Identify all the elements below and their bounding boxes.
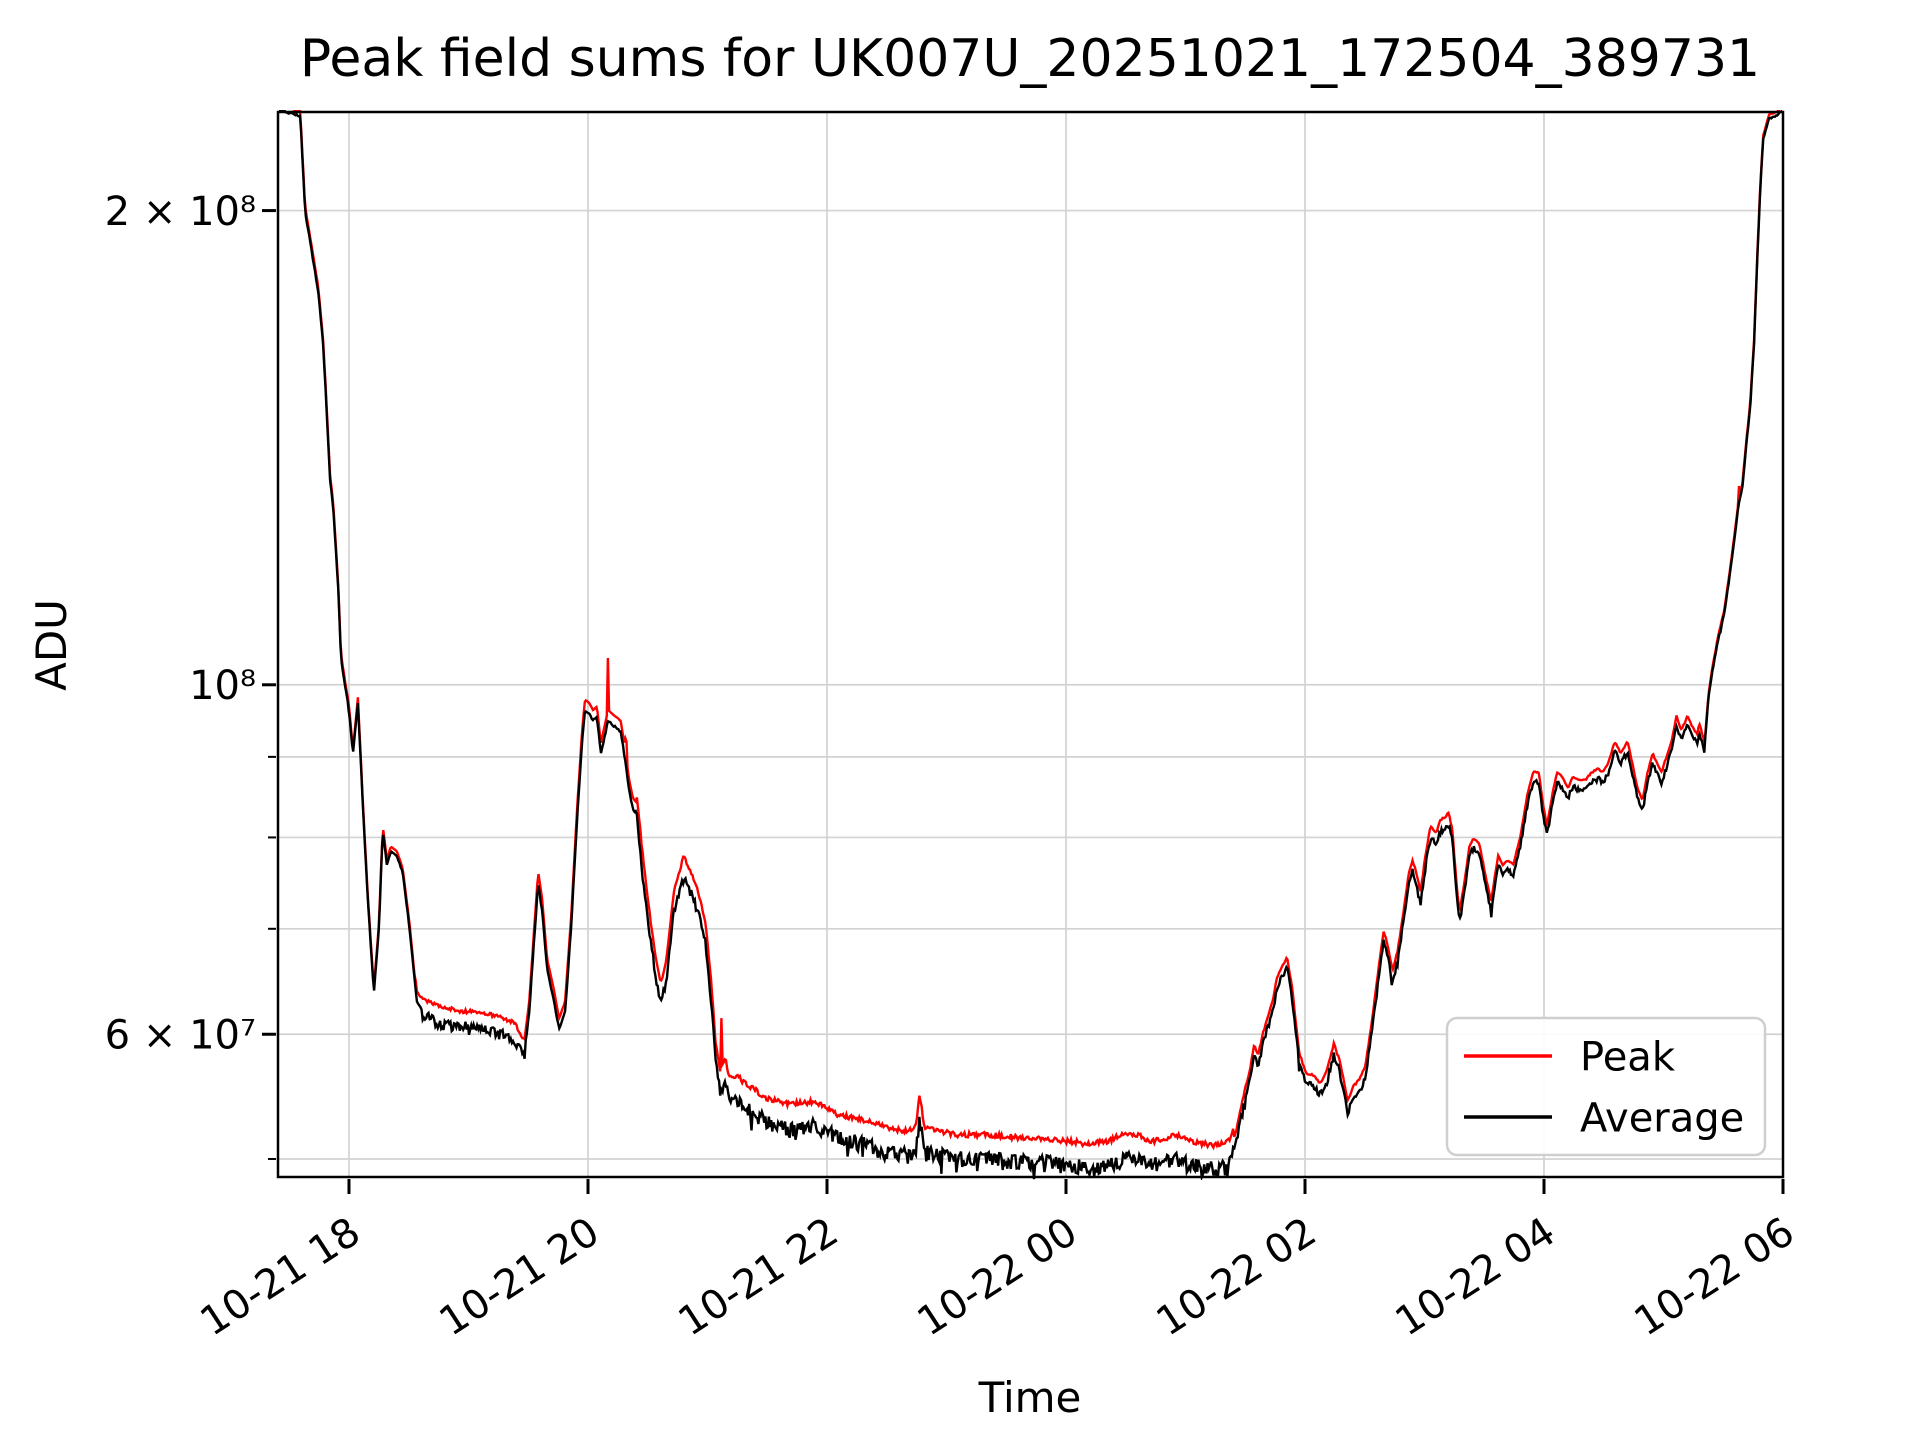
y-tick-label: 6 × 10⁷ (105, 1013, 256, 1059)
x-tick-label: 10-22 02 (1149, 1209, 1325, 1346)
x-tick-label: 10-22 00 (910, 1209, 1086, 1346)
y-tick-label: 2 × 10⁸ (105, 189, 256, 235)
peak-line (291, 110, 1781, 1151)
plot-border (276, 110, 1785, 1179)
y-axis-label: ADU (27, 599, 76, 691)
x-tick-label: 10-21 20 (432, 1209, 608, 1346)
average-line (279, 110, 1782, 1180)
legend-box (1445, 1016, 1767, 1157)
y-tick-label: 10⁸ (189, 663, 256, 709)
legend-label-peak: Peak (1580, 1034, 1676, 1080)
axes-spines-and-ticks (262, 110, 1785, 1194)
tick-labels: 2 × 10⁸ 10⁸ 6 × 10⁷ 10-21 18 10-21 20 10-21 2… (105, 189, 1803, 1345)
x-axis-label: Time (978, 1373, 1082, 1422)
x-tick-label: 10-22 06 (1627, 1209, 1803, 1346)
x-tick-label: 10-21 18 (193, 1209, 369, 1346)
x-tick-label: 10-22 04 (1388, 1209, 1564, 1346)
legend: Peak Average (1445, 1016, 1767, 1157)
legend-label-average: Average (1580, 1095, 1744, 1141)
line-series (279, 110, 1782, 1180)
chart-title: Peak field sums for UK007U_20251021_1725… (300, 29, 1760, 89)
x-tick-label: 10-21 22 (671, 1209, 847, 1346)
